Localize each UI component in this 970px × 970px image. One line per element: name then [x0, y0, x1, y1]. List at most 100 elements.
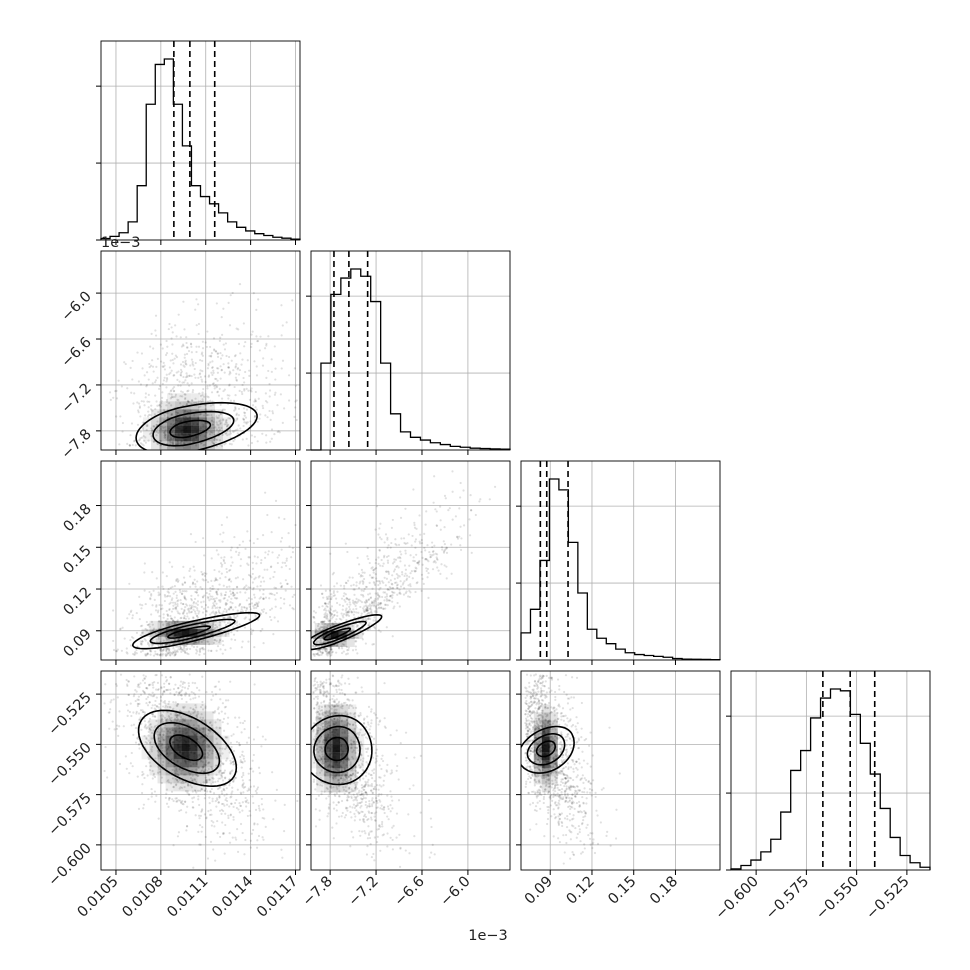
- sample-point: [174, 701, 177, 704]
- density-cell: [165, 759, 174, 768]
- sample-point: [331, 674, 335, 678]
- sample-point: [166, 614, 170, 618]
- sample-point: [228, 784, 231, 787]
- sample-point: [362, 609, 365, 612]
- sample-point: [197, 712, 200, 715]
- sample-point: [372, 571, 375, 574]
- sample-point: [176, 411, 180, 415]
- sample-point: [389, 595, 392, 598]
- sample-point: [151, 745, 154, 749]
- sample-point: [165, 386, 168, 389]
- sample-point: [382, 607, 385, 611]
- sample-point: [314, 676, 317, 680]
- sample-point: [340, 768, 343, 771]
- sample-point: [451, 518, 454, 521]
- sample-point: [218, 420, 221, 423]
- sample-point: [391, 591, 395, 594]
- sample-point: [166, 638, 169, 641]
- sample-point: [184, 362, 187, 365]
- sample-point: [230, 802, 233, 805]
- sample-point: [365, 599, 368, 602]
- sample-point: [364, 736, 368, 739]
- sample-point: [329, 645, 332, 649]
- sample-point: [157, 744, 160, 747]
- density-cell: [165, 743, 174, 752]
- sample-point: [182, 781, 185, 785]
- sample-point: [219, 377, 222, 380]
- sample-point: [231, 291, 234, 295]
- sample-point: [393, 591, 396, 594]
- sample-point: [239, 822, 243, 826]
- sample-point: [351, 576, 354, 579]
- sample-point: [159, 742, 162, 746]
- sample-point: [273, 393, 277, 396]
- sample-point: [226, 394, 229, 397]
- sample-point: [367, 593, 370, 596]
- sample-point: [203, 770, 206, 773]
- sample-point: [424, 549, 427, 552]
- sample-point: [191, 581, 195, 584]
- sample-point: [213, 384, 216, 388]
- sample-point: [139, 442, 143, 445]
- sample-point: [197, 376, 200, 379]
- sample-point: [147, 684, 151, 687]
- sample-point: [260, 559, 263, 562]
- sample-point: [232, 626, 235, 629]
- sample-point: [248, 398, 252, 401]
- sample-point: [240, 605, 243, 609]
- sample-point: [269, 418, 272, 421]
- sample-point: [270, 358, 273, 361]
- density-cell: [314, 622, 323, 631]
- sample-point: [326, 725, 329, 729]
- sample-point: [315, 747, 318, 751]
- sample-point: [128, 710, 131, 714]
- sample-point: [256, 604, 260, 608]
- sample-point: [141, 443, 144, 446]
- sample-point: [266, 553, 270, 556]
- sample-point: [339, 584, 342, 587]
- sample-point: [209, 430, 212, 434]
- density-cell: [165, 711, 174, 720]
- density-cell: [189, 743, 198, 752]
- sample-point: [207, 362, 210, 365]
- sample-point: [223, 621, 226, 624]
- density-cell: [205, 743, 214, 752]
- sample-point: [365, 585, 368, 589]
- sample-point: [135, 648, 138, 652]
- sample-point: [207, 375, 210, 378]
- sample-point: [242, 376, 245, 380]
- sample-point: [186, 647, 189, 650]
- sample-point: [397, 778, 400, 781]
- sample-point: [179, 716, 183, 719]
- sample-point: [202, 726, 205, 729]
- sample-point: [143, 571, 146, 574]
- sample-point: [189, 585, 192, 588]
- sample-point: [165, 648, 168, 652]
- sample-point: [238, 543, 241, 547]
- sample-point: [180, 718, 183, 721]
- sample-point: [431, 545, 434, 549]
- sample-point: [152, 695, 155, 698]
- sample-point: [391, 596, 394, 599]
- sample-point: [141, 427, 145, 431]
- sample-point: [252, 292, 255, 295]
- sample-point: [269, 608, 272, 612]
- sample-point: [138, 747, 141, 750]
- sample-point: [375, 607, 379, 610]
- sample-point: [179, 591, 182, 594]
- sample-point: [345, 607, 348, 610]
- sample-point: [356, 746, 359, 750]
- sample-point: [239, 602, 242, 606]
- sample-point: [426, 567, 429, 571]
- sample-point: [429, 556, 432, 559]
- density-cell: [167, 433, 176, 442]
- sample-point: [389, 733, 392, 737]
- sample-point: [158, 387, 161, 390]
- density-cell: [215, 409, 224, 418]
- sample-point: [335, 792, 338, 795]
- sample-point: [172, 799, 175, 803]
- sample-point: [215, 590, 218, 594]
- sample-point: [221, 752, 224, 755]
- sample-point: [362, 595, 365, 598]
- density-cell: [197, 775, 206, 784]
